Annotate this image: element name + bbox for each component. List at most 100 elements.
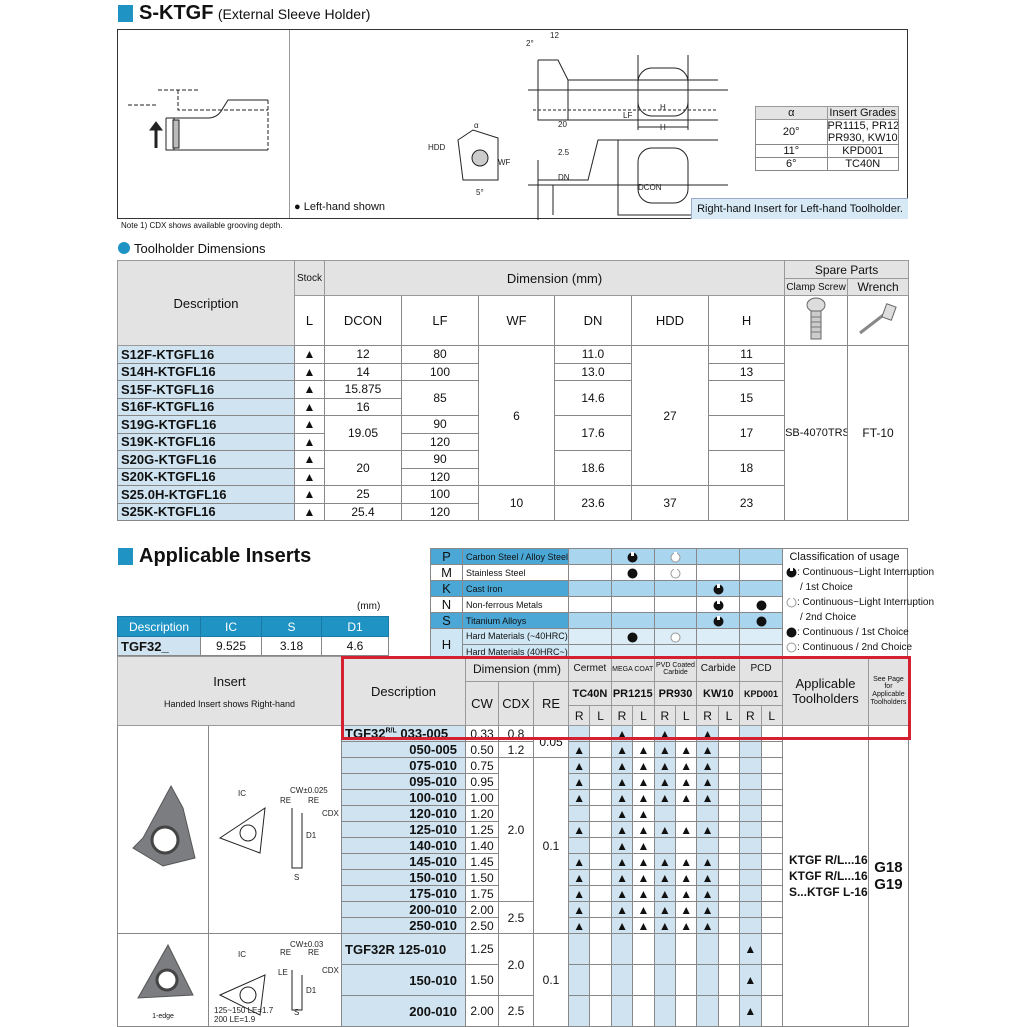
grades-cell: KPD001	[826, 144, 899, 158]
material-mark-tc40n	[568, 580, 612, 597]
insert-description: 075-010	[341, 757, 467, 774]
availability-mark: ▲	[610, 885, 634, 902]
availability-mark	[717, 917, 741, 934]
cdx-value: 1.2	[498, 741, 535, 758]
availability-mark: ▲	[674, 741, 698, 758]
availability-mark	[696, 964, 719, 996]
insert-description: TGF32R 125-010	[341, 933, 467, 965]
dn-value: 14.6	[554, 380, 632, 416]
stock-mark: ▲	[294, 450, 325, 469]
page-reference[interactable]: G19	[874, 876, 903, 893]
svg-text:IC: IC	[238, 950, 246, 959]
hand-superscript: R/L	[385, 727, 397, 735]
svg-text:5°: 5°	[476, 188, 484, 197]
svg-text:H: H	[660, 123, 666, 132]
page-reference[interactable]: G18	[874, 859, 903, 876]
material-name: Carbon Steel / Alloy Steel	[462, 548, 569, 565]
insert-code: 140-010	[409, 838, 458, 853]
insert-code: 050-005	[409, 742, 458, 757]
material-row: M Stainless Steel	[430, 564, 783, 581]
cw-value: 1.50	[465, 964, 500, 996]
lf-value: 90	[401, 415, 479, 434]
material-mark-pr1215	[610, 564, 655, 581]
size-header: IC	[200, 616, 262, 637]
size-header: S	[261, 616, 322, 637]
header-group: Cermet	[568, 656, 612, 682]
h-value: 23	[707, 485, 786, 521]
svg-text:LF: LF	[623, 111, 632, 120]
highlight-box	[341, 656, 911, 740]
toolholder-link[interactable]: S...KTGF L-16	[788, 885, 868, 899]
grades-header: Insert Grades	[826, 106, 899, 120]
svg-text:α: α	[474, 121, 479, 130]
availability-mark	[717, 964, 741, 996]
toolholder-link[interactable]: KTGF R/L...16	[788, 869, 868, 883]
cw-value: 0.50	[465, 741, 500, 758]
grade-line: PR930, KW10	[827, 132, 898, 144]
legend-text: : Continuous~Light Interruption	[797, 597, 935, 608]
availability-mark	[568, 805, 591, 822]
notch-hollow-circle-icon	[670, 551, 681, 563]
toolholder-row: S19K-KTGFL16 ▲ 120	[117, 432, 909, 451]
one-edge-label: 1-edge	[152, 1013, 174, 1020]
material-mark-pr930	[653, 564, 698, 581]
availability-mark	[717, 757, 741, 774]
angle-cell: 20°	[755, 119, 828, 145]
page-subtitle: (External Sleeve Holder)	[217, 6, 371, 22]
availability-mark	[589, 869, 612, 886]
toolholder-table: Description Stock Dimension (mm) Spare Part…	[117, 260, 910, 521]
material-letter: H	[430, 628, 463, 660]
size-value: 4.6	[321, 636, 389, 656]
insert-row: 075-010 0.75 2.0 0.1 ▲ ▲ ▲ ▲ ▲ ▲	[118, 757, 909, 934]
grade-line: PR1115, PR1215	[827, 120, 898, 133]
material-mark-pr1215	[610, 580, 655, 597]
cdx-value: 2.0	[498, 757, 535, 902]
toolholder-description: S15F-KTGFL16	[117, 380, 295, 399]
re-value: 0.1	[533, 933, 570, 1027]
notch-filled-circle-icon	[627, 551, 638, 563]
cw-value: 2.00	[465, 901, 500, 918]
availability-mark: ▲	[696, 869, 719, 886]
material-mark-tc40n	[568, 628, 612, 645]
availability-mark	[717, 995, 741, 1027]
availability-mark	[717, 741, 741, 758]
toolholder-description: S14H-KTGFL16	[117, 362, 295, 381]
insert-code: 125-010	[398, 941, 447, 957]
availability-mark	[717, 773, 741, 790]
size-header: D1	[321, 616, 389, 637]
material-mark-kpd001	[739, 612, 783, 629]
material-mark-kpd001	[739, 596, 783, 613]
dn-value: 17.6	[554, 415, 632, 451]
insert-row: 100-010 1.00 ▲ ▲ ▲ ▲ ▲ ▲	[118, 789, 909, 806]
h-value: 11	[707, 345, 786, 364]
availability-mark: ▲	[696, 901, 719, 918]
availability-mark: ▲	[674, 821, 698, 838]
svg-text:IC: IC	[238, 789, 246, 798]
availability-mark: ▲	[696, 789, 719, 806]
toolholder-link[interactable]: KTGF R/L...16F	[788, 853, 869, 867]
legend-item: : Continuous / 1st Choice	[786, 625, 909, 640]
lf-value: 120	[401, 502, 479, 521]
availability-mark: ▲	[632, 757, 655, 774]
availability-mark	[589, 805, 612, 822]
svg-text:RE: RE	[280, 796, 291, 805]
insert-row: 150-010 1.50 ▲ ▲ ▲ ▲ ▲ ▲	[118, 869, 909, 886]
hollow-circle-icon	[670, 632, 681, 643]
availability-mark: ▲	[632, 773, 655, 790]
notch-filled-circle-icon	[713, 599, 724, 611]
usage-legend: Classification of usage: Continuous~Ligh…	[782, 548, 934, 656]
availability-mark: ▲	[610, 901, 634, 918]
material-mark-pr930	[653, 612, 698, 629]
insert-description: 145-010	[341, 853, 467, 870]
lf-value: 120	[401, 432, 479, 451]
insert-code: 125-010	[409, 822, 458, 837]
availability-mark	[589, 773, 612, 790]
material-mark-tc40n	[568, 564, 612, 581]
availability-mark: ▲	[632, 837, 655, 854]
insert-photo: 1-edge	[117, 933, 209, 1027]
toolholder-description: S16F-KTGFL16	[117, 397, 295, 416]
availability-mark	[674, 805, 698, 822]
material-name: Stainless Steel	[462, 564, 569, 581]
material-mark-pr930	[653, 596, 698, 613]
